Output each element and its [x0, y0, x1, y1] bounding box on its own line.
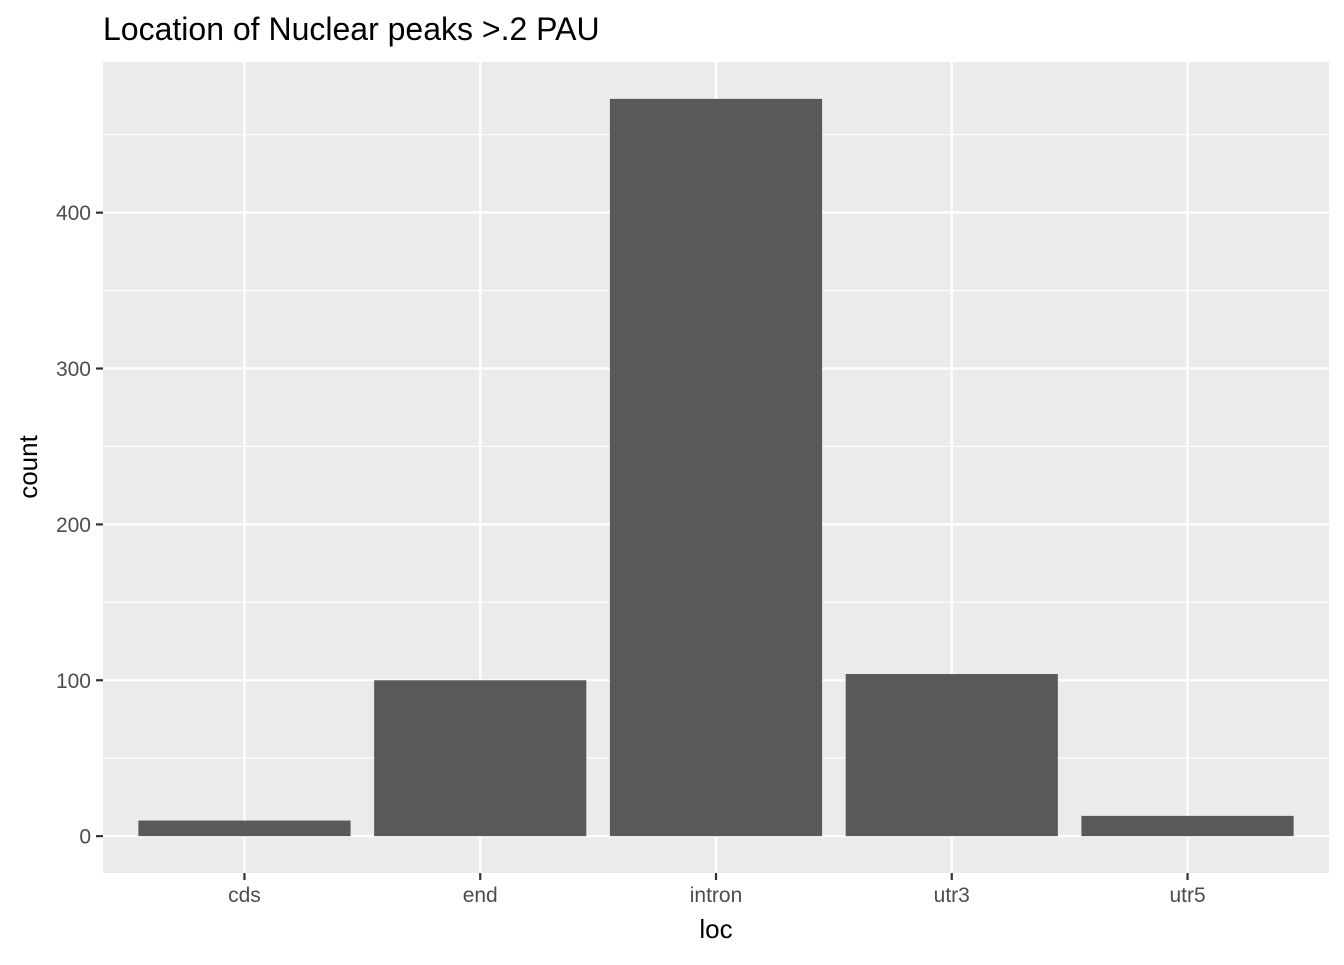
y-axis: 0 100 200 300 400 — [56, 202, 103, 849]
x-tick-label: cds — [228, 884, 261, 907]
x-tick-label: end — [463, 884, 498, 907]
y-tick-label: 300 — [56, 358, 91, 381]
bar-intron — [609, 98, 823, 837]
y-axis-title: count — [13, 434, 43, 498]
x-tick-label: intron — [690, 884, 743, 907]
chart-title: Location of Nuclear peaks >.2 PAU — [103, 11, 600, 47]
y-tick-label: 200 — [56, 514, 91, 537]
x-axis: cds end intron utr3 utr5 — [228, 873, 1206, 907]
bars — [138, 98, 1294, 837]
bar-end — [374, 680, 587, 837]
x-axis-title: loc — [699, 914, 732, 944]
bar-cds — [138, 820, 351, 837]
y-tick-label: 100 — [56, 670, 91, 693]
x-tick-label: utr3 — [934, 884, 970, 907]
y-tick-label: 0 — [79, 826, 91, 849]
x-tick-label: utr5 — [1169, 884, 1205, 907]
y-tick-label: 400 — [56, 202, 91, 225]
bar-utr5 — [1081, 815, 1294, 837]
bar-utr3 — [845, 674, 1058, 837]
